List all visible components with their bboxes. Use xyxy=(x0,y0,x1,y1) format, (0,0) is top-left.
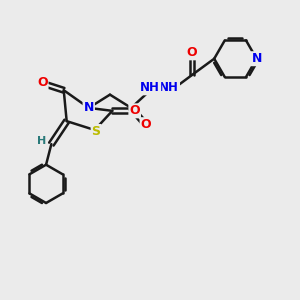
Text: N: N xyxy=(84,101,94,114)
Text: NH: NH xyxy=(140,81,160,94)
Text: O: O xyxy=(129,104,140,117)
Text: S: S xyxy=(92,125,100,138)
Text: H: H xyxy=(37,136,46,146)
Text: N: N xyxy=(251,52,262,65)
Text: O: O xyxy=(37,76,47,89)
Text: O: O xyxy=(141,118,151,131)
Text: NH: NH xyxy=(159,81,179,94)
Text: O: O xyxy=(187,46,197,59)
